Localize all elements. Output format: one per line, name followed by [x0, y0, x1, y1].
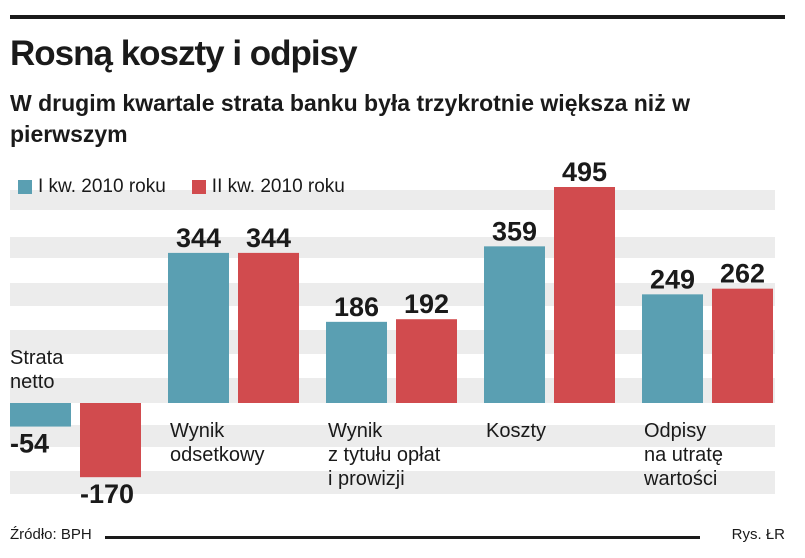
bar-s1-c1 — [10, 403, 71, 427]
category-label-1-line-2: netto — [10, 371, 54, 393]
category-label-3-line-1: Wynik — [328, 420, 383, 442]
category-label-2-line-1: Wynik — [170, 420, 225, 442]
legend-item-q2: II kw. 2010 roku — [191, 176, 345, 198]
value-label-s2-c1: -170 — [80, 479, 134, 509]
bar-s1-c2 — [168, 252, 229, 403]
bar-s2-c4 — [554, 187, 615, 403]
legend-swatch-q2 — [191, 180, 206, 194]
bar-s2-c5 — [712, 288, 773, 403]
category-label-5-line-3: wartości — [643, 468, 717, 490]
value-label-s1-c3: 186 — [334, 292, 379, 322]
bar-s2-c3 — [396, 319, 457, 403]
value-label-s1-c1: -54 — [10, 429, 49, 459]
category-label-5-line-2: na utratę — [644, 444, 723, 466]
category-label-3-line-2: z tytułu opłat — [328, 444, 441, 466]
legend-label-q1: I kw. 2010 roku — [38, 176, 166, 197]
bar-s2-c1 — [80, 403, 141, 478]
footer-rule — [105, 536, 700, 539]
value-label-s1-c4: 359 — [492, 216, 537, 246]
category-label-5-line-1: Odpisy — [644, 420, 706, 442]
credit-note: Rys. ŁR — [731, 526, 785, 543]
value-label-s2-c4: 495 — [562, 157, 607, 187]
bar-s1-c5 — [642, 294, 703, 403]
value-label-s2-c5: 262 — [720, 259, 765, 289]
value-label-s2-c2: 344 — [246, 223, 291, 253]
category-label-3-line-3: i prowizji — [328, 468, 405, 490]
legend-item-q1: I kw. 2010 roku — [18, 176, 166, 198]
bar-s2-c2 — [238, 252, 299, 403]
value-label-s2-c3: 192 — [404, 289, 449, 319]
category-label-2-line-2: odsetkowy — [170, 444, 265, 466]
bars-group — [10, 187, 773, 478]
background-band — [10, 237, 775, 258]
category-label-4-line-1: Koszty — [486, 420, 546, 442]
background-band — [10, 425, 775, 447]
legend-swatch-q1 — [18, 180, 32, 194]
category-label-1-line-1: Strata — [10, 347, 64, 369]
legend: I kw. 2010 roku II kw. 2010 roku — [18, 176, 371, 198]
legend-label-q2: II kw. 2010 roku — [211, 176, 345, 197]
top-rule — [10, 15, 785, 19]
labels-group: -54 344 186 359 249 -170 344 192 495 262 Stratanet… — [10, 157, 765, 509]
value-label-s1-c5: 249 — [650, 264, 695, 294]
bar-s1-c4 — [484, 246, 545, 403]
background-band — [10, 471, 775, 494]
chart-title: Rosną koszty i odpisy — [10, 34, 358, 73]
bar-s1-c3 — [326, 321, 387, 403]
value-label-s1-c2: 344 — [176, 223, 221, 253]
chart-subtitle: W drugim kwartale strata banku była trzy… — [10, 90, 690, 147]
source-note: Źródło: BPH — [10, 526, 92, 543]
